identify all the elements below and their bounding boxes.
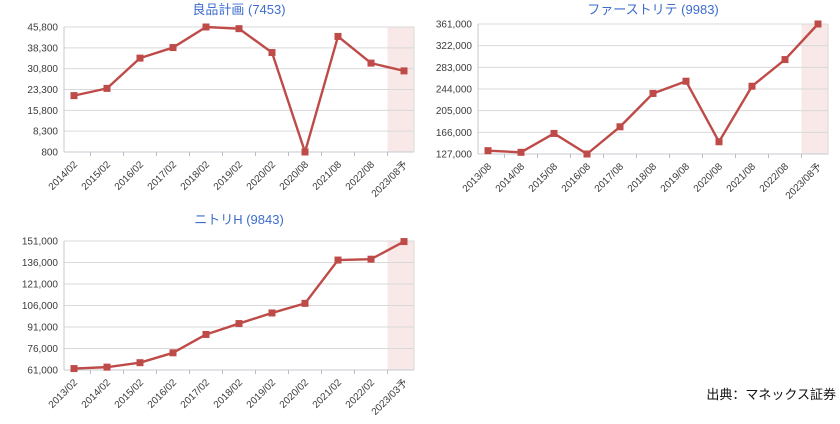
y-axis-label: 45,800: [27, 23, 58, 34]
y-axis-label: 205,000: [436, 106, 473, 117]
x-axis-label: 2023/03予: [369, 377, 410, 415]
data-point: [649, 89, 657, 97]
x-axis-label: 2019/02: [245, 377, 279, 411]
chart-canvas-fast-retailing: 127,000 166,000 205,000 244,000 283,000 322,0…: [436, 20, 829, 202]
data-point: [682, 77, 690, 85]
x-axis-label: 2021/02: [311, 377, 345, 411]
data-point: [334, 32, 342, 40]
y-axis-label: 322,000: [436, 41, 473, 52]
chart-panel-ryohin-keikaku: 良品計画 (7453) 800 8,300 15,800 23,300 30,800 38…: [0, 0, 420, 205]
chart-panel-nitori: ニトリH (9843) 61,000 76,000 91,000 106,000 121…: [0, 210, 420, 415]
chart-title-nitori[interactable]: ニトリH (9843): [194, 212, 284, 227]
y-axis-label: 127,000: [436, 150, 473, 161]
y-axis-label: 15,800: [27, 106, 58, 117]
data-point: [136, 359, 144, 367]
x-axis-label: 2015/02: [80, 159, 114, 193]
x-axis-label: 2021/08: [725, 161, 759, 195]
y-axis-label: 30,800: [27, 64, 58, 75]
data-point: [616, 123, 624, 131]
data-point: [748, 82, 756, 90]
y-axis-label: 151,000: [22, 237, 59, 248]
x-axis-label: 2017/02: [179, 377, 213, 411]
x-axis-label: 2022/08: [344, 159, 378, 193]
data-point: [169, 44, 177, 52]
data-point: [715, 138, 723, 146]
x-axis-label: 2016/02: [146, 377, 180, 411]
data-point: [202, 330, 210, 338]
y-axis-label: 136,000: [22, 258, 59, 269]
chart-title-ryohin-keikaku[interactable]: 良品計画 (7453): [192, 2, 286, 17]
data-point: [268, 309, 276, 317]
y-axis-label: 38,300: [27, 43, 58, 54]
x-axis-label: 2022/02: [344, 377, 378, 411]
x-axis-label: 2022/08: [758, 161, 792, 195]
data-point: [301, 148, 309, 156]
x-axis-label: 2013/02: [47, 377, 81, 411]
data-point: [517, 148, 525, 156]
x-axis-label: 2014/02: [80, 377, 114, 411]
data-point: [235, 320, 243, 328]
y-axis-label: 106,000: [22, 301, 59, 312]
data-point: [484, 147, 492, 155]
chart-canvas-ryohin-keikaku: 800 8,300 15,800 23,300 30,800 38,300 45,800 20…: [27, 23, 415, 200]
y-axis-label: 8,300: [33, 127, 58, 138]
data-point: [103, 84, 111, 92]
y-axis-label: 121,000: [22, 280, 59, 291]
y-axis-label: 166,000: [436, 128, 473, 139]
y-axis-label: 23,300: [27, 85, 58, 96]
data-point: [781, 56, 789, 64]
y-axis-label: 76,000: [27, 344, 58, 355]
x-axis-label: 2020/08: [692, 161, 726, 195]
chart-title-fast-retailing[interactable]: ファーストリテ (9983): [587, 2, 719, 17]
data-point: [202, 23, 210, 31]
x-axis-label: 2021/08: [311, 159, 345, 193]
y-axis-label: 91,000: [27, 323, 58, 334]
source-note: 出典：マネックス証券: [706, 387, 836, 402]
y-axis-label: 361,000: [436, 20, 473, 31]
x-axis-label: 2023/08予: [783, 161, 824, 202]
chart-canvas-nitori: 61,000 76,000 91,000 106,000 121,000 136,000 1…: [22, 237, 415, 415]
x-axis-label: 2014/02: [47, 159, 81, 193]
x-axis-label: 2023/08予: [369, 159, 410, 200]
x-axis-label: 2015/02: [113, 377, 147, 411]
data-point: [583, 150, 591, 158]
data-point: [70, 92, 78, 100]
y-axis-label: 283,000: [436, 63, 473, 74]
y-axis-label: 61,000: [27, 366, 58, 377]
x-axis-label: 2020/02: [278, 377, 312, 411]
data-point: [400, 67, 408, 75]
x-axis-label: 2013/08: [461, 161, 495, 195]
x-axis-label: 2019/08: [659, 161, 693, 195]
x-axis-label: 2015/08: [527, 161, 561, 195]
x-axis-label: 2020/08: [278, 159, 312, 193]
data-point: [301, 299, 309, 307]
x-axis-label: 2019/02: [212, 159, 246, 193]
data-point: [814, 20, 822, 28]
data-point: [169, 349, 177, 357]
data-point: [235, 25, 243, 33]
x-axis-label: 2017/02: [146, 159, 180, 193]
x-axis-label: 2018/08: [626, 161, 660, 195]
y-axis-label: 244,000: [436, 85, 473, 96]
x-axis-label: 2016/08: [560, 161, 594, 195]
data-point: [70, 365, 78, 373]
data-point: [103, 363, 111, 371]
x-axis-label: 2016/02: [113, 159, 147, 193]
data-point: [400, 238, 408, 246]
y-axis-label: 800: [41, 148, 58, 159]
x-axis-label: 2018/02: [212, 377, 246, 411]
data-point: [268, 49, 276, 57]
data-point: [367, 59, 375, 67]
x-axis-label: 2020/02: [245, 159, 279, 193]
data-point: [367, 255, 375, 263]
x-axis-label: 2017/08: [593, 161, 627, 195]
data-point: [550, 129, 558, 137]
x-axis-label: 2018/02: [179, 159, 213, 193]
data-point: [136, 54, 144, 62]
data-point: [334, 256, 342, 264]
chart-panel-fast-retailing: ファーストリテ (9983) 127,000 166,000 205,000 244,…: [420, 0, 840, 205]
x-axis-label: 2014/08: [494, 161, 528, 195]
